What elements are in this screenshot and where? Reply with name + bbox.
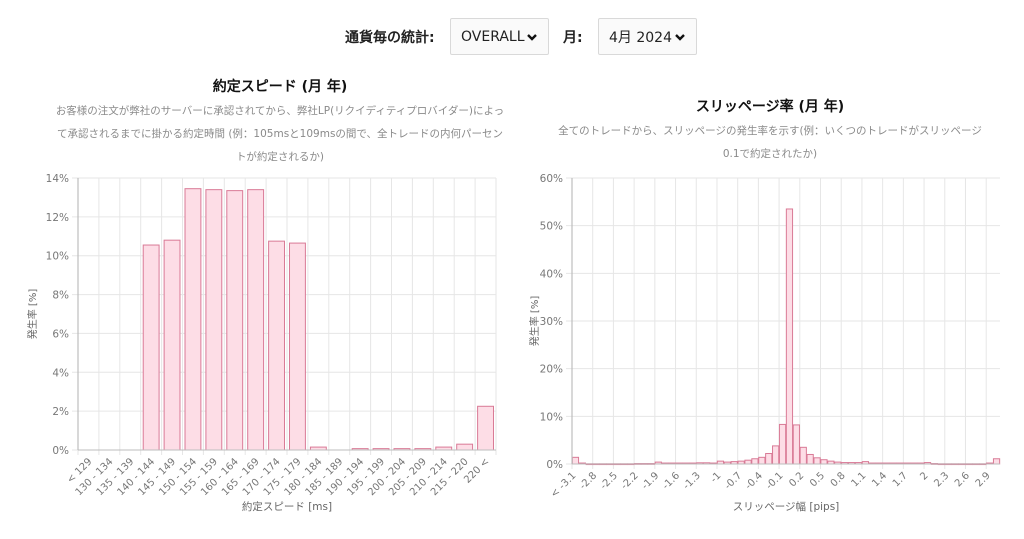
slippage-chart-description: 全てのトレードから、スリッページの発生率を示す(例：いくつのトレードがスリッペー… [558, 125, 982, 160]
bar[interactable] [806, 453, 814, 465]
x-axis-title: スリッページ幅 [pips] [733, 500, 840, 513]
bar[interactable] [247, 189, 265, 451]
x-tick-label: 2.3 [932, 470, 951, 489]
speed-chart-title: 約定スピード (月 年) [212, 79, 348, 95]
bar[interactable] [226, 190, 244, 451]
y-tick-label: 10% [46, 251, 69, 263]
y-tick-label: 60% [540, 173, 563, 185]
x-tick-label: -1.9 [640, 470, 662, 492]
y-tick-label: 4% [52, 367, 69, 379]
y-tick-label: 30% [540, 316, 563, 328]
bar[interactable] [456, 443, 474, 451]
x-tick-label: -0.7 [723, 470, 745, 492]
chevron-down-icon [527, 34, 537, 41]
x-tick-label: 0.5 [808, 470, 827, 489]
x-tick-label: < -3.1 [549, 470, 579, 500]
y-tick-label: 0% [546, 459, 563, 471]
bar[interactable] [792, 424, 800, 465]
bar[interactable] [758, 456, 766, 465]
month-select-value: 4月 2024 [609, 29, 672, 46]
bar[interactable] [799, 446, 807, 465]
bar[interactable] [820, 459, 828, 465]
x-tick-label: 0.2 [787, 470, 806, 489]
bar[interactable] [751, 458, 759, 465]
x-tick-label: -0.1 [764, 470, 786, 492]
currency-select-value: OVERALL [461, 28, 525, 45]
y-tick-label: 14% [46, 173, 69, 185]
bar[interactable] [184, 188, 202, 451]
month-select[interactable]: 4月 2024 [598, 18, 697, 55]
x-tick-label: 2.6 [953, 470, 972, 489]
speed-chart-description: お客様の注文が弊社のサーバーに承認されてから、弊社LP(リクイディティプロバイダ… [55, 105, 505, 163]
x-tick-label: -1 [709, 470, 724, 485]
bar[interactable] [744, 459, 752, 465]
y-tick-label: 40% [540, 268, 563, 280]
y-tick-label: 12% [46, 212, 69, 224]
y-axis-title: 発生率 [%] [26, 289, 39, 340]
x-tick-label: 1.1 [849, 470, 868, 489]
month-filter-label: 月: [563, 30, 583, 46]
x-tick-label: 1.7 [891, 470, 910, 489]
bar[interactable] [992, 458, 1001, 465]
x-tick-label: -1.6 [661, 470, 683, 492]
y-tick-label: 20% [540, 364, 563, 376]
bar[interactable] [268, 240, 285, 451]
bar[interactable] [163, 239, 181, 451]
y-tick-label: 10% [540, 411, 563, 423]
bar[interactable] [778, 423, 787, 465]
bar[interactable] [571, 456, 580, 465]
x-tick-label: 2 [918, 470, 930, 482]
x-tick-label: 1.4 [870, 470, 889, 489]
bar[interactable] [477, 405, 494, 451]
y-tick-label: 50% [540, 221, 563, 233]
bar[interactable] [772, 445, 780, 465]
x-tick-label: 0.8 [829, 470, 848, 489]
x-tick-label: 2.9 [974, 470, 993, 489]
currency-filter-label: 通貨毎の統計: [345, 30, 435, 46]
slippage-bar-chart: 0%10%20%30%40%50%60%< -3.1 -2.8 -2.5 -2.2 -1… [528, 173, 1001, 513]
slippage-chart-title: スリッページ率 (月 年) [695, 99, 845, 115]
bar[interactable] [289, 242, 306, 451]
x-tick-label: -2.8 [578, 470, 600, 492]
x-tick-label: -0.4 [743, 470, 765, 492]
filter-bar: 通貨毎の統計: OVERALL 月: 4月 2024 [0, 18, 1024, 56]
y-axis-title: 発生率 [%] [528, 296, 541, 347]
y-tick-label: 6% [52, 328, 69, 340]
y-tick-label: 0% [52, 445, 69, 457]
x-tick-label: -2.5 [598, 470, 620, 492]
bar[interactable] [813, 457, 821, 465]
bar[interactable] [142, 244, 160, 451]
bar[interactable] [765, 453, 773, 465]
x-tick-label: -2.2 [619, 470, 641, 492]
x-tick-label: -1.3 [681, 470, 703, 492]
y-tick-label: 8% [52, 290, 69, 302]
currency-select[interactable]: OVERALL [450, 18, 549, 55]
chevron-down-icon [675, 34, 685, 41]
bar[interactable] [785, 208, 794, 465]
x-axis-title: 約定スピード [ms] [242, 500, 332, 513]
bar[interactable] [205, 189, 223, 451]
y-tick-label: 2% [52, 406, 69, 418]
